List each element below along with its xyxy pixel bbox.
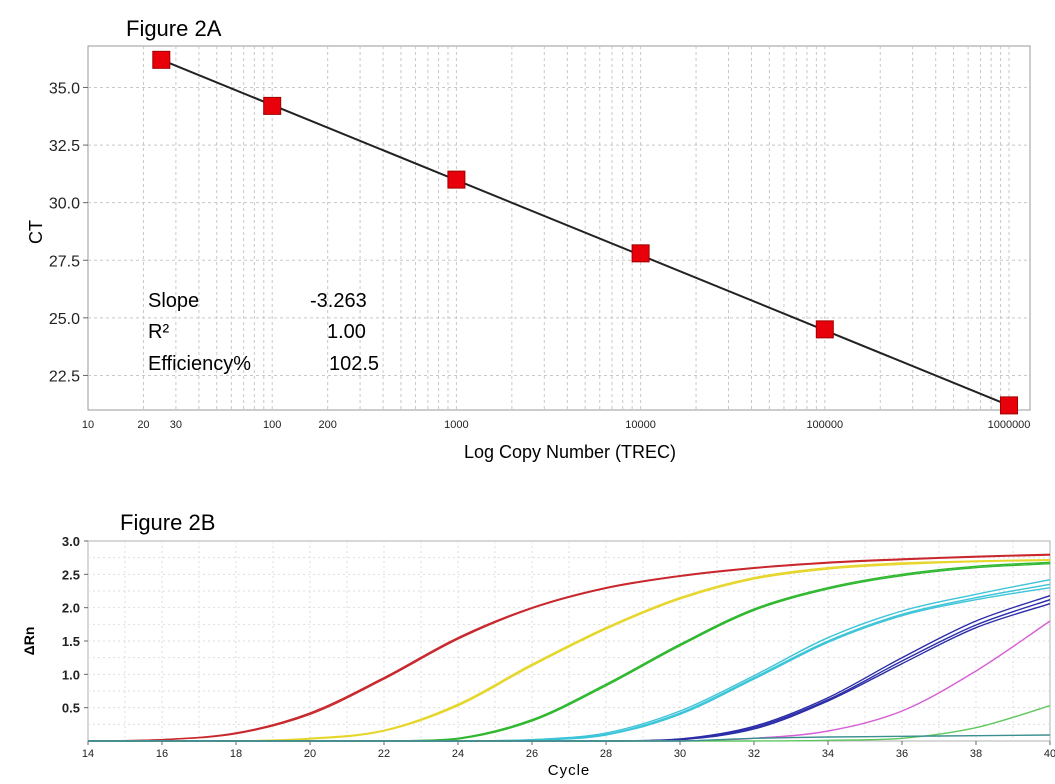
figure-2a-x-tick-label: 30 <box>170 419 182 431</box>
efficiency-value: 102.5 <box>329 353 379 375</box>
figure-2a-data-point <box>447 170 466 189</box>
figure-2a-y-tick-label: 32.5 <box>49 138 80 155</box>
figure-2a-data-point <box>631 244 650 263</box>
figure-2a-y-tick-label: 30.0 <box>49 196 80 213</box>
figure-2b-y-tick-label: 3.0 <box>62 534 80 549</box>
figure-2a-x-tick-label: 1000 <box>444 419 468 431</box>
figure-2a-grid <box>88 46 1030 410</box>
figure-2a-data-point <box>815 320 834 339</box>
figure-2a-x-tick-label: 10 <box>82 419 94 431</box>
figure-2b-amplification-curve <box>87 554 1051 742</box>
figure-2a-x-ticks: 10 20 30 100 200 1000 10000 100000 1000000 <box>82 419 1031 431</box>
figure-2b-x-tick-label: 36 <box>896 748 908 760</box>
figure-2a-y-tick-label: 22.5 <box>49 368 80 385</box>
figure-2a-x-tick-label: 20 <box>137 419 149 431</box>
figure-2a-x-tick-label: 10000 <box>625 419 656 431</box>
figure-2b-amplification-curve <box>88 734 1051 742</box>
figure-2b-y-tick-label: 2.0 <box>62 601 80 616</box>
figure-2b-x-ticks: 14 16 18 20 22 24 26 28 30 32 34 36 38 40 <box>82 741 1055 760</box>
figure-2b-x-tick-label: 26 <box>526 748 538 760</box>
figure-2a-y-axis-label: CT <box>26 220 46 244</box>
figure-2b-y-axis-label: ΔRn <box>21 627 37 656</box>
figure-2a-x-tick-label: 1000000 <box>988 419 1031 431</box>
figure-2b-x-tick-label: 24 <box>452 748 464 760</box>
figure-2b-grid <box>88 541 1050 741</box>
figure-2b-y-tick-label: 1.5 <box>62 634 80 649</box>
figure-2b-x-tick-label: 20 <box>304 748 316 760</box>
figure-2b-x-tick-label: 38 <box>970 748 982 760</box>
figure-2a-title: Figure 2A <box>126 16 222 41</box>
figure-2b-x-tick-label: 22 <box>378 748 390 760</box>
figure-2b-x-tick-label: 14 <box>82 748 94 760</box>
figure-2b-x-tick-label: 30 <box>674 748 686 760</box>
figure-2b-x-tick-label: 40 <box>1044 748 1055 760</box>
figure-2b-title: Figure 2B <box>120 510 215 535</box>
figure-2b-y-ticks: 3.0 2.5 2.0 1.5 1.0 0.5 <box>62 534 88 716</box>
figure-2a-x-tick-label: 100000 <box>806 419 843 431</box>
figure-2a-data-point <box>152 50 171 69</box>
figure-2b-y-tick-label: 0.5 <box>62 701 80 716</box>
slope-label: Slope <box>148 290 199 312</box>
figure-2b-x-tick-label: 28 <box>600 748 612 760</box>
figure-2a-points <box>152 50 1019 415</box>
figure-2a-fit-line <box>160 58 1010 407</box>
figure-2b-x-tick-label: 34 <box>822 748 834 760</box>
figure-2a-data-point <box>263 96 282 115</box>
figure-2a-x-tick-label: 200 <box>318 419 336 431</box>
figure-2a-annotations: Slope -3.263 R² 1.00 Efficiency% 102.5 <box>148 290 379 375</box>
figure-2b-curves <box>87 553 1051 742</box>
figure-2a-data-point <box>1000 396 1019 415</box>
figure-2a-y-tick-label: 27.5 <box>49 253 80 270</box>
figure-2b-y-tick-label: 1.0 <box>62 667 80 682</box>
figure-2b-x-tick-label: 18 <box>230 748 242 760</box>
figure-2b-x-axis-label: Cycle <box>548 762 591 779</box>
figure-2a-y-tick-label: 25.0 <box>49 311 80 328</box>
slope-value: -3.263 <box>310 290 367 312</box>
r2-label: R² <box>148 321 169 343</box>
figure-2a-y-tick-label: 35.0 <box>49 80 80 97</box>
r2-value: 1.00 <box>327 321 366 343</box>
figure-2b-x-tick-label: 16 <box>156 748 168 760</box>
figure-2a-y-ticks: 35.0 32.5 30.0 27.5 25.0 22.5 <box>49 80 88 385</box>
figure-2a-x-axis-label: Log Copy Number (TREC) <box>464 442 676 462</box>
figure-2a-x-tick-label: 100 <box>263 419 281 431</box>
figure-2b-y-tick-label: 2.5 <box>62 567 80 582</box>
figure-2b-x-tick-label: 32 <box>748 748 760 760</box>
efficiency-label: Efficiency% <box>148 353 251 375</box>
